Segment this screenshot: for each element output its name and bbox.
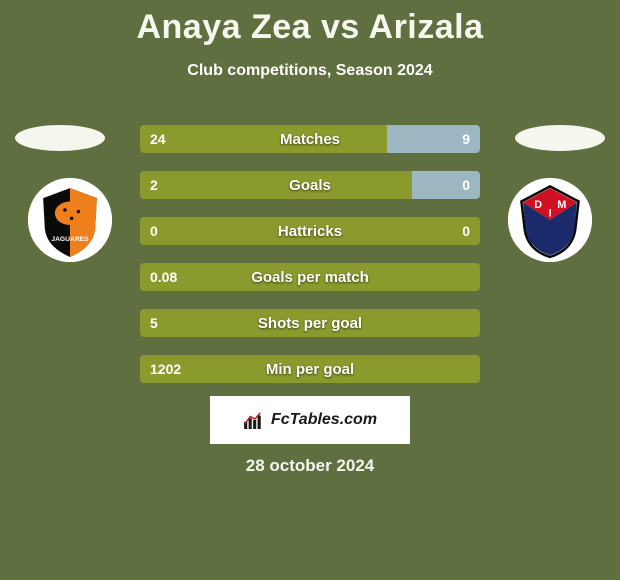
stat-bar-left: 24: [140, 125, 387, 153]
stat-value-left: 24: [150, 125, 166, 153]
stat-row: 00Hattricks: [140, 217, 480, 245]
stat-value-left: 5: [150, 309, 158, 337]
stat-row: 5Shots per goal: [140, 309, 480, 337]
attribution-box: FcTables.com: [210, 396, 410, 444]
stat-value-right: 0: [462, 217, 470, 245]
stat-bar-left: 1202: [140, 355, 480, 383]
stat-row: 249Matches: [140, 125, 480, 153]
stat-value-left: 1202: [150, 355, 181, 383]
ellipse-decoration-left: [15, 125, 105, 151]
dim-shield-icon: D I M: [508, 178, 592, 262]
stat-value-right: 0: [462, 171, 470, 199]
subtitle: Club competitions, Season 2024: [0, 62, 620, 80]
svg-text:M: M: [557, 199, 566, 211]
ellipse-decoration-right: [515, 125, 605, 151]
club-logo-left: JAGUARES: [28, 178, 112, 262]
stat-row: 1202Min per goal: [140, 355, 480, 383]
stat-bar-left: 2: [140, 171, 412, 199]
date-label: 28 october 2024: [0, 456, 620, 476]
jaguares-shield-icon: JAGUARES: [28, 178, 112, 262]
svg-text:D: D: [534, 199, 542, 211]
svg-text:I: I: [548, 208, 551, 220]
stat-value-left: 0.08: [150, 263, 177, 291]
comparison-infographic: Anaya Zea vs Arizala Club competitions, …: [0, 0, 620, 580]
stat-bar-right: 0: [412, 171, 480, 199]
club-logo-right: D I M: [508, 178, 592, 262]
stat-row: 20Goals: [140, 171, 480, 199]
stat-bar-left: 0.08: [140, 263, 480, 291]
svg-text:JAGUARES: JAGUARES: [51, 236, 89, 243]
page-title: Anaya Zea vs Arizala: [0, 8, 620, 47]
fctables-logo-icon: [243, 411, 265, 429]
stat-value-left: 0: [150, 217, 158, 245]
comparison-bars: 249Matches20Goals00Hattricks0.08Goals pe…: [140, 125, 480, 401]
stat-row: 0.08Goals per match: [140, 263, 480, 291]
stat-bar-left: 5: [140, 309, 480, 337]
stat-value-right: 9: [462, 125, 470, 153]
stat-value-left: 2: [150, 171, 158, 199]
stat-bar-right: 9: [387, 125, 480, 153]
attribution-text: FcTables.com: [271, 411, 377, 429]
stat-bar-left: 0: [140, 217, 480, 245]
